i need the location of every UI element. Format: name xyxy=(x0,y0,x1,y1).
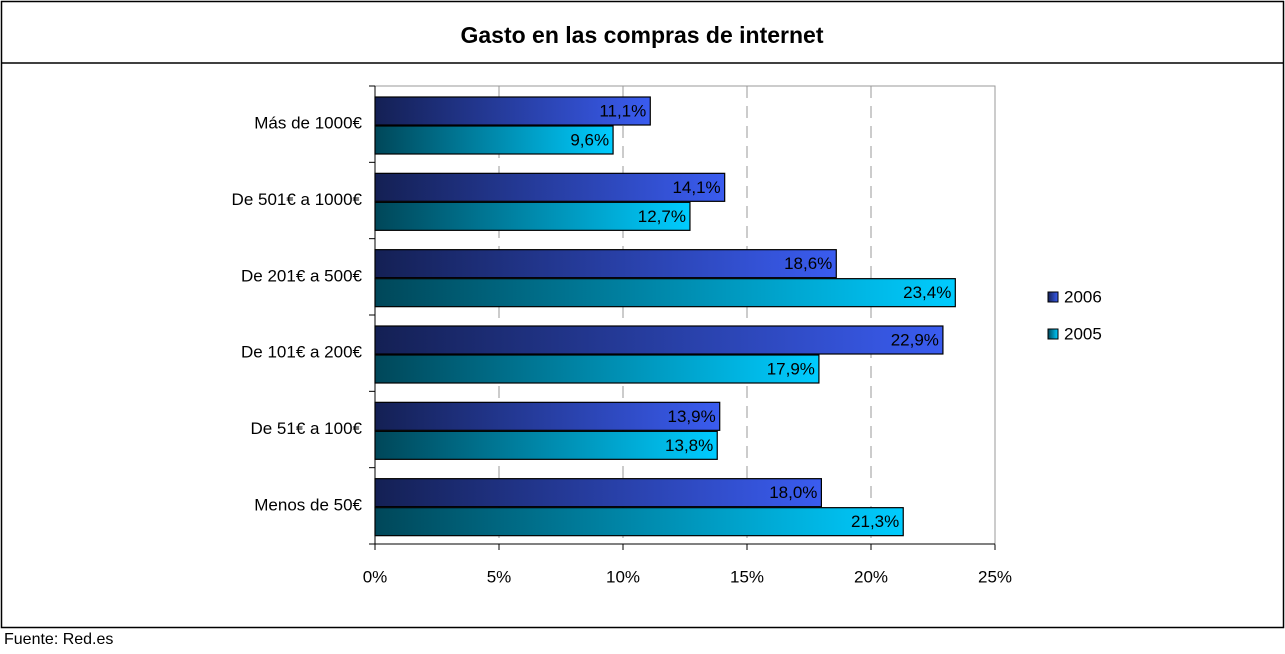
plot-border xyxy=(374,85,996,545)
frame xyxy=(0,0,1285,629)
x-tick-label: 0% xyxy=(363,567,388,586)
x-tick-label: 10% xyxy=(606,567,640,586)
bar xyxy=(374,201,691,231)
bar xyxy=(374,249,837,279)
y-tick-label: De 101€ a 200€ xyxy=(241,343,363,362)
chart-title: Gasto en las compras de internet xyxy=(460,22,823,48)
value-label: 18,6% xyxy=(784,254,832,273)
value-label: 11,1% xyxy=(599,101,646,120)
value-label: 22,9% xyxy=(891,330,939,349)
bar xyxy=(374,478,822,508)
source-note: Fuente: Red.es xyxy=(4,631,113,648)
x-tick-label: 20% xyxy=(854,567,888,586)
value-label: 13,9% xyxy=(668,407,716,426)
bar xyxy=(374,507,904,537)
bar xyxy=(374,354,820,384)
value-label: 23,4% xyxy=(903,283,951,302)
x-tick-label: 25% xyxy=(978,567,1012,586)
y-tick-label: De 201€ a 500€ xyxy=(241,266,363,285)
legend-label: 2006 xyxy=(1064,287,1102,306)
y-tick-label: Menos de 50€ xyxy=(254,495,362,514)
bar xyxy=(374,96,651,126)
y-tick-label: De 501€ a 1000€ xyxy=(232,190,363,209)
value-label: 13,8% xyxy=(665,436,713,455)
bar xyxy=(374,325,944,355)
value-label: 21,3% xyxy=(851,512,899,531)
x-tick-label: 15% xyxy=(730,567,764,586)
legend-swatch xyxy=(1047,328,1059,340)
value-label: 9,6% xyxy=(570,130,609,149)
bar xyxy=(374,430,718,460)
value-label: 18,0% xyxy=(769,483,817,502)
bar xyxy=(374,278,956,308)
bar xyxy=(374,401,721,431)
bar xyxy=(374,172,726,202)
x-tick-label: 5% xyxy=(487,567,512,586)
y-tick-label: De 51€ a 100€ xyxy=(250,419,362,438)
legend-label: 2005 xyxy=(1064,324,1102,343)
value-label: 17,9% xyxy=(767,359,815,378)
bar xyxy=(374,125,614,155)
legend-swatch xyxy=(1047,291,1059,303)
value-label: 12,7% xyxy=(638,207,686,226)
y-tick-label: Más de 1000€ xyxy=(254,114,362,133)
value-label: 14,1% xyxy=(672,178,720,197)
